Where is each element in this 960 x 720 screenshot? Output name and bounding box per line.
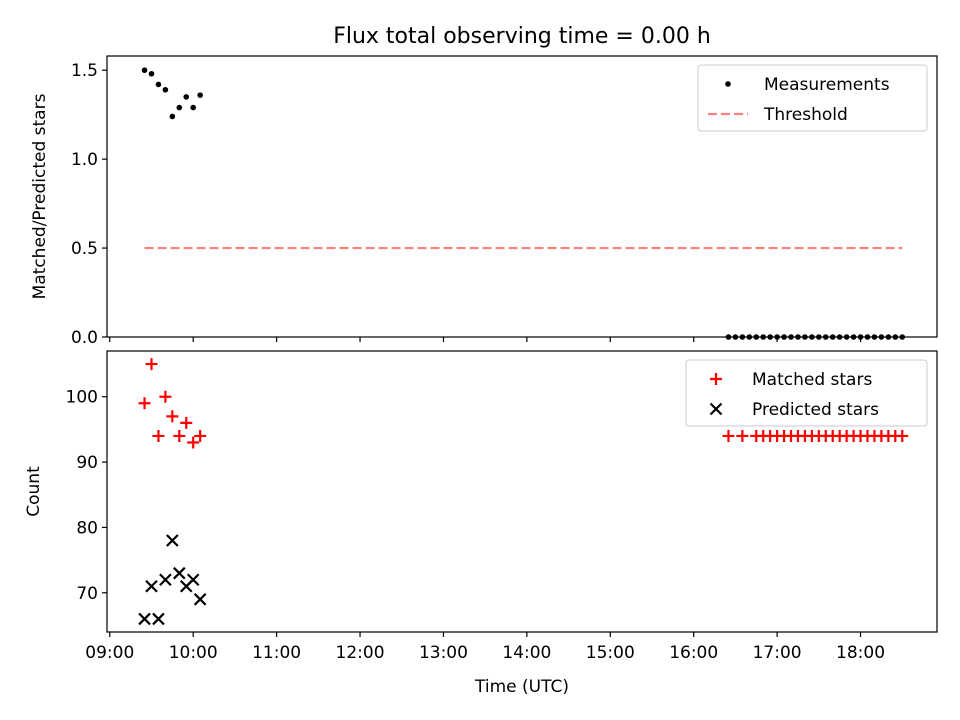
predicted-star-point <box>145 579 158 593</box>
x-tick-label: 09:00 <box>85 643 134 663</box>
measurement-point <box>781 334 787 340</box>
matched-star-point <box>159 390 172 403</box>
measurement-point <box>843 334 850 340</box>
measurement-point <box>746 334 753 340</box>
measurement-point <box>836 334 843 340</box>
measurement-point <box>899 334 906 340</box>
y-tick-label: 0.0 <box>71 328 98 348</box>
measurement-point <box>753 334 760 340</box>
legend-label: Matched stars <box>752 370 872 390</box>
matched-star-point <box>166 410 179 423</box>
x-tick-label: 18:00 <box>836 643 885 663</box>
y-tick-label: 80 <box>76 518 98 538</box>
y-tick-label: 0.5 <box>71 239 98 259</box>
measurement-point <box>732 334 739 340</box>
legend-label: Predicted stars <box>752 400 879 420</box>
measurement-point <box>795 334 801 340</box>
y-tick-label: 90 <box>76 453 98 473</box>
matched-star-point <box>152 429 165 442</box>
measurement-point <box>892 334 899 340</box>
legend-box <box>685 359 928 427</box>
measurement-point <box>878 334 885 340</box>
matched-star-point <box>736 429 749 442</box>
x-tick-label: 10:00 <box>169 643 218 663</box>
predicted-star-point <box>152 612 165 626</box>
predicted-star-point <box>166 534 179 547</box>
measurement-point <box>176 104 183 111</box>
matched-star-point <box>138 397 151 410</box>
legend-ratio: Measurements Threshold <box>697 64 928 132</box>
measurement-point <box>774 334 780 340</box>
y-axis-label: Matched/Predicted stars <box>30 93 50 299</box>
chart-title: Flux total observing time = 0.00 h <box>333 24 711 49</box>
matched-star-point <box>173 429 186 442</box>
measurement-point <box>857 334 864 340</box>
legend-swatch <box>710 373 722 385</box>
y-axis-label: Count <box>24 466 44 517</box>
measurement-point <box>788 334 794 340</box>
measurement-point <box>767 334 773 340</box>
predicted-star-point <box>186 573 200 586</box>
measurement-point <box>809 334 815 340</box>
measurement-point <box>162 86 169 93</box>
matched-star-point <box>194 429 207 442</box>
x-tick-label: 13:00 <box>419 643 468 663</box>
predicted-star-point <box>173 566 186 580</box>
measurement-point <box>739 334 746 340</box>
measurement-point <box>197 92 203 98</box>
matched-star-point <box>187 436 200 449</box>
y-tick-label: 100 <box>66 388 98 408</box>
y-tick-label: 70 <box>76 584 98 604</box>
measurement-point <box>141 67 148 74</box>
measurement-point <box>725 334 732 340</box>
predicted-star-point <box>159 573 172 586</box>
measurement-point <box>183 94 190 100</box>
measurement-point <box>155 81 162 88</box>
plot-frame <box>106 55 938 338</box>
measurement-point <box>760 334 767 340</box>
measurement-point <box>850 334 857 340</box>
measurement-point <box>829 334 836 340</box>
x-tick-label: 16:00 <box>669 643 718 663</box>
matched-star-point <box>722 429 735 442</box>
legend-box <box>697 64 928 132</box>
measurement-point <box>822 334 829 340</box>
matched-star-point <box>145 358 158 371</box>
predicted-star-point <box>193 593 207 606</box>
measurement-point <box>816 334 822 340</box>
x-tick-label: 12:00 <box>336 643 385 663</box>
x-tick-label: 11:00 <box>252 643 301 663</box>
predicted-star-point <box>138 612 151 626</box>
y-tick-label: 1.5 <box>71 61 98 81</box>
legend-swatch <box>725 81 731 87</box>
matched-star-point <box>180 416 193 429</box>
measurement-point <box>190 104 196 111</box>
measurement-point <box>885 334 892 340</box>
legend-label: Measurements <box>764 75 890 95</box>
legend-label: Threshold <box>763 105 848 125</box>
plot-frame <box>106 350 938 633</box>
x-axis-label: Time (UTC) <box>474 677 569 697</box>
measurement-point <box>148 70 155 77</box>
x-tick-label: 15:00 <box>586 643 635 663</box>
bottom-panel-counts: 70 80 90 100 Count 09:00 10:00 11:00 12:00 13:00 1… <box>24 350 938 663</box>
measurement-point <box>802 334 808 340</box>
legend-swatch <box>709 402 723 416</box>
top-panel-ratio: 0.0 0.5 1.0 1.5 Matched/Predicted stars Measu… <box>30 55 938 348</box>
measurement-point <box>871 334 878 340</box>
x-tick-label: 14:00 <box>502 643 551 663</box>
x-tick-label: 17:00 <box>753 643 802 663</box>
matched-star-point <box>896 429 909 442</box>
legend-counts: Matched stars Predicted stars <box>685 359 928 427</box>
measurement-point <box>169 113 176 120</box>
y-tick-label: 1.0 <box>71 150 98 170</box>
measurement-point <box>864 334 871 340</box>
